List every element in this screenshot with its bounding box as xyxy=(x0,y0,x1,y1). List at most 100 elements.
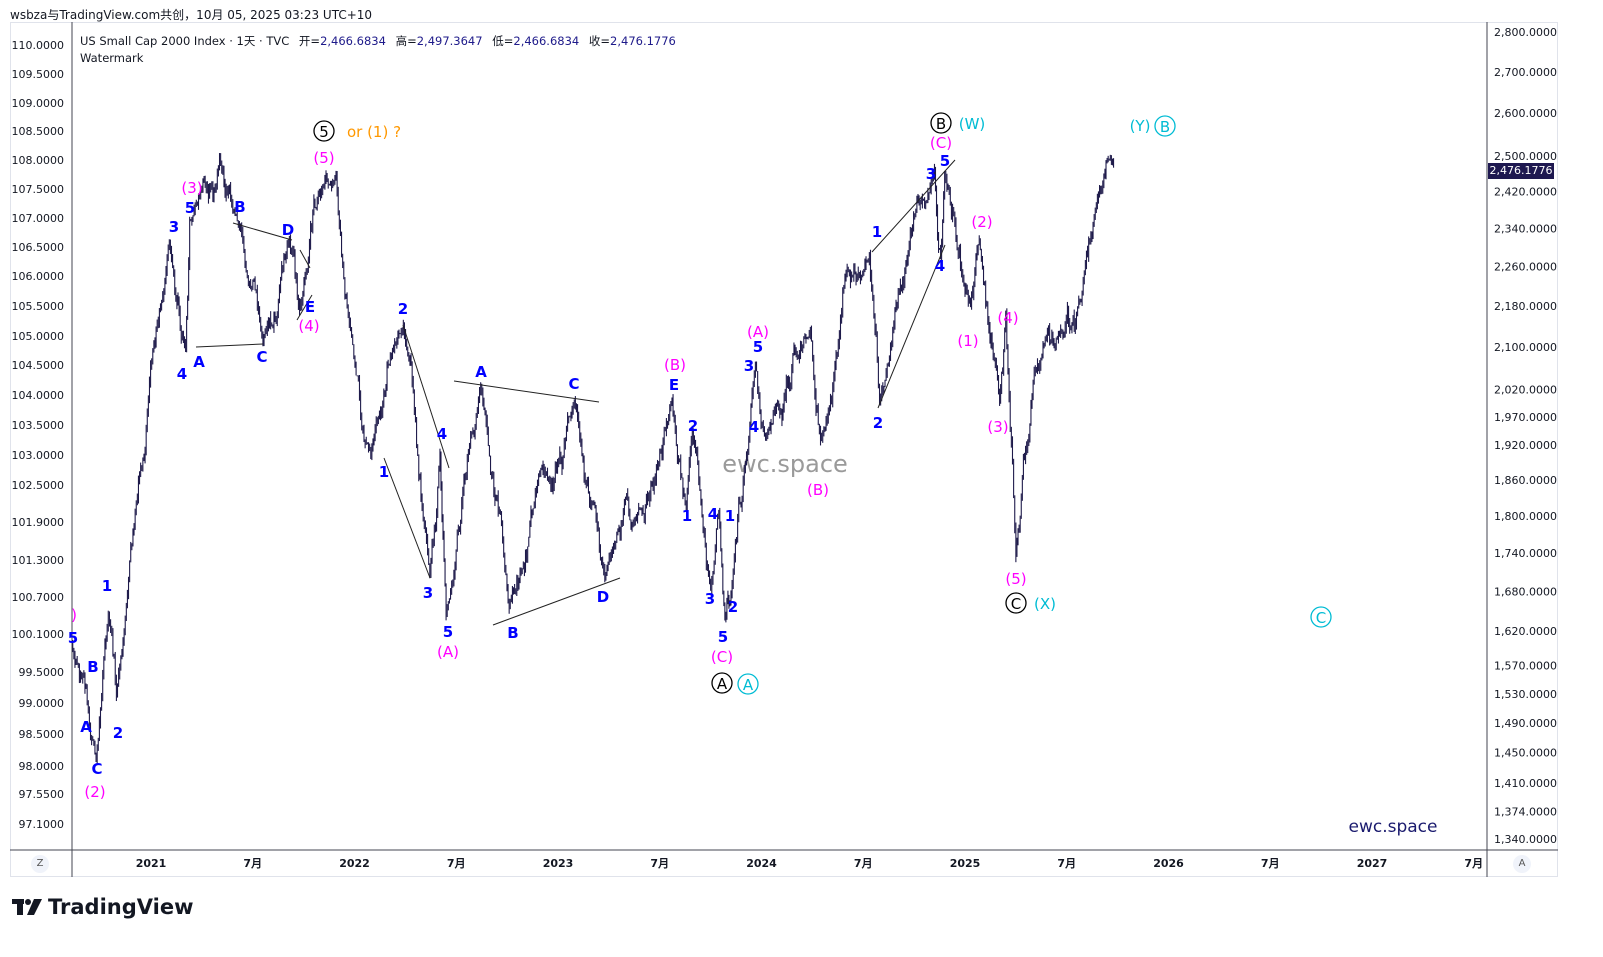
right-axis-tick: 2,700.0000 xyxy=(1494,66,1557,79)
circled-wave-text: A xyxy=(743,676,754,694)
trendline xyxy=(877,244,946,409)
wave-label: (3) xyxy=(181,179,202,197)
wave-label: (B) xyxy=(664,356,686,374)
close-value: 2,476.1776 xyxy=(610,34,676,48)
left-axis-tick: 109.5000 xyxy=(12,68,65,81)
wave-label: (C) xyxy=(930,134,952,152)
wave-label: (A) xyxy=(747,323,769,341)
left-axis-tick: 98.5000 xyxy=(19,728,65,741)
left-axis-tick: 110.0000 xyxy=(12,39,65,52)
time-axis-tick: 7月 xyxy=(447,857,466,870)
auto-scale-left-button[interactable]: Z xyxy=(31,855,49,873)
left-axis-tick: 107.5000 xyxy=(12,183,65,196)
wave-label: A xyxy=(193,353,205,371)
legend-watermark-indicator[interactable]: Watermark xyxy=(80,51,144,65)
left-axis-tick: 104.5000 xyxy=(12,359,65,372)
wave-circle-icon xyxy=(313,120,335,142)
wave-label: or (1) ? xyxy=(347,123,401,141)
time-axis[interactable]: 2021 7月 2022 7月 2023 7月 2024 7月 2025 7月 2026 7月 2027… xyxy=(136,857,1483,870)
circled-wave-text: C xyxy=(1316,609,1326,627)
wave-label: (W) xyxy=(959,115,986,133)
time-axis-tick: 2021 xyxy=(136,857,167,870)
circled-wave-text: 5 xyxy=(319,123,329,141)
right-axis-tick: 1,410.0000 xyxy=(1494,777,1557,790)
wave-label: 3 xyxy=(423,584,433,602)
right-axis-tick: 1,970.0000 xyxy=(1494,411,1557,424)
circled-wave-label: B xyxy=(1154,115,1176,137)
wave-label: E xyxy=(669,376,679,394)
wave-label: 2 xyxy=(113,724,123,742)
time-axis-tick: 2026 xyxy=(1153,857,1184,870)
right-axis-tick: 1,680.0000 xyxy=(1494,585,1557,598)
time-axis-tick: 7月 xyxy=(243,857,262,870)
wave-label: 2 xyxy=(873,414,883,432)
left-axis-tick: 104.0000 xyxy=(12,389,65,402)
time-axis-tick: 7月 xyxy=(1261,857,1280,870)
wave-label: 4 xyxy=(437,425,447,443)
low-label: 低= xyxy=(492,34,514,48)
time-axis-tick: 2025 xyxy=(950,857,981,870)
wave-label: E xyxy=(305,298,315,316)
right-axis-tick: 2,800.0000 xyxy=(1494,26,1557,39)
wave-label: (2) xyxy=(971,213,992,231)
high-label: 高= xyxy=(395,34,417,48)
right-axis-tick: 2,600.0000 xyxy=(1494,107,1557,120)
wave-label: B xyxy=(507,624,518,642)
wave-label: 1 xyxy=(379,463,389,481)
left-axis-tick: 99.0000 xyxy=(19,697,65,710)
wave-label: 4 xyxy=(749,418,759,436)
close-label: 收= xyxy=(588,34,611,48)
wave-label: 1 xyxy=(682,507,692,525)
legend-ohlc-row: US Small Cap 2000 Index · 1天 · TVC 开=2,4… xyxy=(80,33,676,50)
wave-label: 5 xyxy=(443,623,453,641)
chart-credit: wsbza与TradingView.com共创，10月 05, 2025 03:… xyxy=(10,8,373,22)
wave-label: 5 xyxy=(68,629,78,647)
right-axis-tick: 1,374.0000 xyxy=(1494,806,1557,819)
left-axis-tick: 109.0000 xyxy=(12,97,65,110)
circled-wave-text: B xyxy=(936,115,946,133)
auto-scale-right-button[interactable]: A xyxy=(1513,855,1531,873)
wave-label: A xyxy=(475,363,487,381)
right-axis-tick: 2,420.0000 xyxy=(1494,186,1557,199)
right-price-axis[interactable]: 2,800.0000 2,700.0000 2,600.0000 2,500.0000… xyxy=(1494,26,1557,846)
wave-circle-icon xyxy=(711,672,733,694)
wave-circle-icon xyxy=(930,112,952,134)
wave-circle-icon xyxy=(1005,592,1027,614)
low-value: 2,466.6834 xyxy=(513,34,580,48)
wave-label: D xyxy=(597,588,609,606)
wave-label: 2 xyxy=(688,417,698,435)
left-price-axis[interactable]: 110.0000 109.5000 109.0000 108.5000 108.0000… xyxy=(12,39,65,831)
wave-label: 2 xyxy=(398,300,408,318)
left-axis-tick: 105.5000 xyxy=(12,300,65,313)
right-axis-tick: 1,740.0000 xyxy=(1494,547,1557,560)
wave-label: B xyxy=(87,658,98,676)
wave-label: 5 xyxy=(185,199,195,217)
right-axis-tick: 1,800.0000 xyxy=(1494,510,1557,523)
left-axis-tick: 100.1000 xyxy=(12,628,65,641)
time-axis-tick: 2022 xyxy=(339,857,370,870)
symbol-title[interactable]: US Small Cap 2000 Index · 1天 · TVC xyxy=(80,34,290,48)
circled-wave-text: C xyxy=(1011,595,1021,613)
circled-wave-label: C xyxy=(1005,592,1027,614)
right-axis-tick: 1,620.0000 xyxy=(1494,625,1557,638)
right-axis-tick: 1,450.0000 xyxy=(1494,747,1557,760)
wave-label: ) xyxy=(71,606,77,624)
time-axis-tick: 2024 xyxy=(746,857,777,870)
wave-label: (X) xyxy=(1034,595,1056,613)
right-axis-tick: 2,180.0000 xyxy=(1494,300,1557,313)
trendline xyxy=(383,457,431,579)
wave-label: 2 xyxy=(728,598,738,616)
watermark-text: ewc.space xyxy=(722,450,848,478)
wave-label: 5 xyxy=(718,628,728,646)
tradingview-logo-icon xyxy=(12,899,42,915)
wave-label: C xyxy=(568,375,579,393)
trendline xyxy=(195,343,264,348)
wave-circle-icon xyxy=(737,673,759,695)
left-axis-tick: 107.0000 xyxy=(12,212,65,225)
price-bars xyxy=(72,153,1115,765)
wave-circle-icon xyxy=(1154,115,1176,137)
chart-frame xyxy=(10,22,1558,877)
trendline xyxy=(299,249,311,269)
wave-label: 4 xyxy=(177,365,187,383)
